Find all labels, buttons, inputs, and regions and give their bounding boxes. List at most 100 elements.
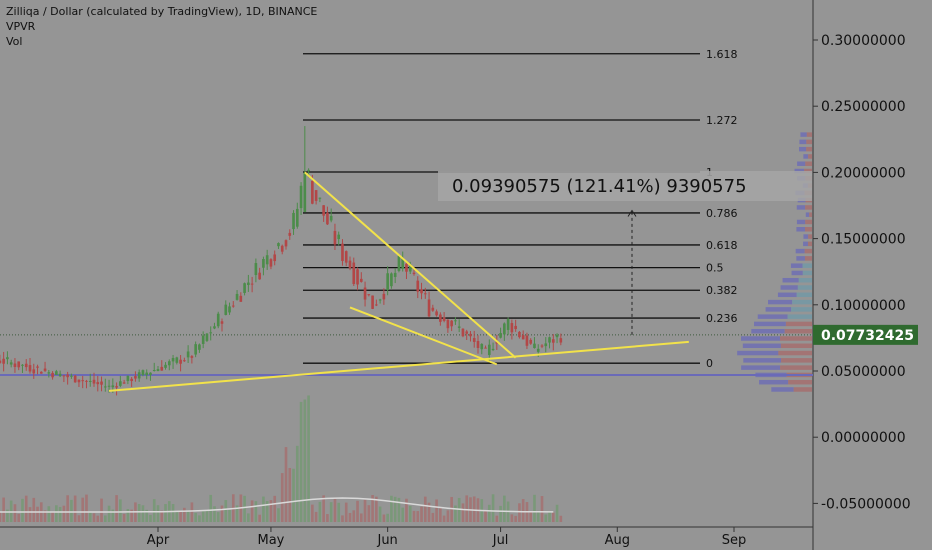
candle-body — [439, 314, 442, 322]
vpvr-row-up — [796, 219, 806, 225]
candle-body — [457, 326, 461, 328]
volume-bar — [521, 499, 525, 522]
x-tick-label: May — [257, 533, 284, 548]
volume-bar — [423, 496, 427, 522]
candle-body — [352, 262, 356, 285]
candle-body — [551, 339, 555, 343]
candle-body — [408, 264, 412, 272]
volume-bar — [254, 501, 258, 522]
candle-body — [559, 338, 563, 343]
indicator-vpvr-label[interactable]: VPVR — [6, 20, 36, 33]
volume-bar — [152, 499, 156, 522]
candle-body — [544, 343, 548, 347]
candle-body — [367, 294, 371, 296]
candle-body — [201, 335, 205, 344]
candle-body — [484, 347, 487, 349]
candle-body — [6, 357, 9, 360]
candle-body — [356, 269, 359, 285]
volume-bar — [514, 515, 517, 522]
candles — [0, 126, 563, 396]
candle-body — [269, 259, 273, 267]
volume-bar — [431, 512, 435, 522]
candle-body — [126, 375, 130, 382]
volume-bar — [269, 500, 273, 522]
fib-level-label: 0.382 — [706, 284, 738, 297]
volume-bar — [36, 506, 39, 522]
candle-body — [141, 370, 145, 375]
y-tick-label: -0.05000000 — [821, 496, 911, 512]
candle-body — [420, 289, 423, 294]
volume-bar — [205, 510, 209, 522]
volume-bar — [397, 497, 401, 522]
volume-bar — [70, 499, 73, 522]
candle-body — [70, 375, 73, 377]
candle-body — [175, 357, 179, 363]
candle-body — [280, 245, 284, 252]
candle-body — [17, 361, 21, 368]
volume-bar — [465, 495, 469, 522]
volume-bar — [559, 515, 563, 522]
vpvr-row-down — [787, 314, 812, 319]
candle-body — [416, 280, 420, 292]
volume-bar — [17, 513, 21, 522]
volume-bar — [540, 496, 544, 522]
vpvr-row-down — [805, 205, 812, 210]
x-tick-label: Apr — [147, 533, 170, 548]
volume-bar — [47, 506, 51, 522]
indicator-vol-label[interactable]: Vol — [6, 35, 23, 48]
vpvr-row-up — [790, 263, 803, 268]
candle-body — [487, 344, 491, 355]
volume-bar — [322, 495, 325, 522]
volume-bar — [420, 506, 423, 522]
candle-body — [536, 348, 540, 352]
volume-bar — [311, 504, 314, 522]
volume-bar — [111, 509, 115, 522]
volume-bar — [356, 500, 359, 522]
volume-bar — [329, 502, 333, 522]
candle-body — [382, 293, 386, 300]
candle-body — [107, 385, 111, 387]
volume-bar — [416, 511, 420, 522]
volume-bar — [209, 494, 213, 522]
candle-body — [284, 240, 288, 247]
volume-bar — [457, 497, 461, 522]
candle-body — [307, 169, 310, 172]
candle-body — [322, 205, 325, 216]
candle-body — [32, 369, 36, 374]
candle-body — [62, 375, 66, 377]
candle-body — [145, 372, 149, 376]
last-price-tag — [813, 324, 918, 345]
volume-bar — [551, 512, 555, 522]
candle-body — [258, 272, 261, 280]
candle-body — [423, 293, 427, 295]
vpvr-row-down — [807, 241, 812, 247]
chart-title: Zilliqa / Dollar (calculated by TradingV… — [6, 5, 318, 18]
volume-bar — [333, 497, 337, 522]
vpvr-row-down — [778, 350, 812, 356]
volume-bar — [126, 509, 130, 522]
candle-body — [235, 293, 239, 300]
candle-body — [450, 320, 453, 327]
vpvr-row-down — [806, 146, 812, 152]
candle-body — [277, 243, 280, 247]
volume-bar — [518, 503, 521, 522]
volume-bar — [100, 498, 103, 522]
volume-bar — [352, 510, 356, 522]
candle-body — [92, 379, 96, 384]
candle-body — [288, 232, 292, 236]
volume-bar — [382, 514, 386, 522]
vpvr-row-down — [802, 270, 812, 276]
candle-body — [427, 299, 431, 317]
volume-bar — [73, 495, 77, 522]
volume-bar — [472, 496, 476, 522]
vpvr-row-down — [785, 321, 812, 327]
candle-body — [43, 368, 47, 371]
x-tick-label: Jun — [376, 533, 397, 548]
vpvr-row-down — [805, 219, 812, 225]
volume-bar — [299, 401, 303, 522]
volume-bar — [258, 514, 261, 522]
candle-body — [386, 273, 389, 290]
candle-body — [337, 234, 341, 240]
